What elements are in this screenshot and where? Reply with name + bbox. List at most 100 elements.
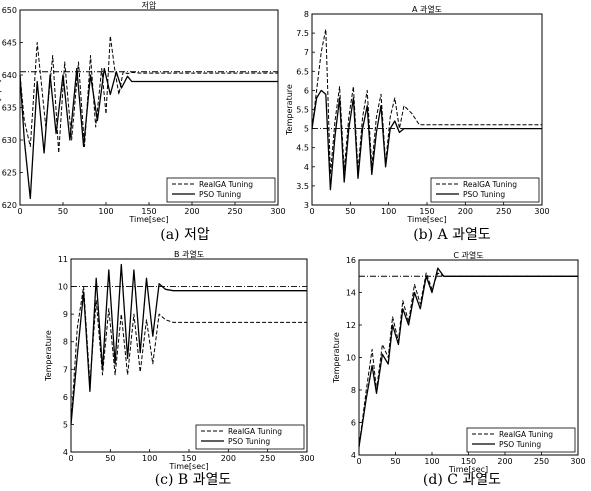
x-axis-label: Time[sec] xyxy=(448,465,488,474)
y-tick-label: 4.5 xyxy=(296,144,309,153)
x-tick-label: 50 xyxy=(58,207,68,216)
x-tick-label: 0 xyxy=(68,454,73,463)
series-line-pso xyxy=(311,89,542,191)
plot-frame xyxy=(311,13,543,206)
x-tick-label: 50 xyxy=(390,457,400,466)
panel-title: C 과열도 xyxy=(453,251,483,260)
y-tick-label: 625 xyxy=(2,169,17,178)
panel-title: A 과열도 xyxy=(412,5,442,14)
y-tick-label: 650 xyxy=(2,6,17,15)
panel-caption: (c) B 과열도 xyxy=(155,472,232,488)
chart-panel-2: 0 50 100 150 200 250 300 3 3.5 4 4.5 5 5.5 6 6.5 7 7.5 8 A… xyxy=(285,5,550,243)
y-tick-label: 620 xyxy=(2,201,17,210)
legend-box xyxy=(166,177,276,203)
x-tick-label: 250 xyxy=(496,207,511,216)
y-tick-label: 6 xyxy=(63,393,68,402)
y-tick-label: 9 xyxy=(63,310,68,319)
series-line-realga xyxy=(311,28,542,175)
x-tick-label: 250 xyxy=(534,457,549,466)
y-tick-label: 6 xyxy=(351,419,356,428)
chart-panel-3: 0 50 100 150 200 250 300 4 5 6 7 8 9 10 11 B 과열도 Time[se… xyxy=(44,250,315,488)
y-tick-label: 8 xyxy=(304,10,309,19)
x-tick-label: 150 xyxy=(419,207,434,216)
x-tick-label: 150 xyxy=(141,207,156,216)
x-tick-label: 100 xyxy=(98,207,113,216)
x-tick-label: 250 xyxy=(227,207,242,216)
x-tick-label: 150 xyxy=(461,457,476,466)
y-tick-label: 8 xyxy=(63,338,68,347)
y-axis-label: Temperature xyxy=(332,332,341,384)
panel-caption: (a) 저압 xyxy=(160,227,210,243)
y-tick-label: 3.5 xyxy=(296,182,309,191)
legend-label: RealGA Tuning xyxy=(499,430,553,439)
y-tick-label: 630 xyxy=(2,136,17,145)
legend-label: RealGA Tuning xyxy=(199,180,253,189)
y-tick-label: 6 xyxy=(304,86,309,95)
y-tick-label: 5.5 xyxy=(296,106,309,115)
panel-caption: (b) A 과열도 xyxy=(413,227,491,243)
x-axis-label: Time[sec] xyxy=(168,462,208,471)
x-tick-label: 50 xyxy=(105,454,115,463)
y-tick-label: 4 xyxy=(351,451,356,460)
y-tick-label: 640 xyxy=(2,71,17,80)
legend-label: RealGA Tuning xyxy=(463,180,517,189)
series-line-pso xyxy=(19,67,278,200)
y-tick-label: 5 xyxy=(304,125,309,134)
y-axis-label: Pressure[Kpa] xyxy=(0,80,2,136)
x-tick-label: 0 xyxy=(356,457,361,466)
legend-label: PSO Tuning xyxy=(499,440,541,449)
panel-title: B 과열도 xyxy=(174,250,204,259)
x-tick-label: 300 xyxy=(299,454,314,463)
panel-title: 저압 xyxy=(142,1,157,10)
x-tick-label: 200 xyxy=(497,457,512,466)
legend-box xyxy=(466,427,576,453)
legend-label: PSO Tuning xyxy=(463,190,505,199)
x-tick-label: 150 xyxy=(181,454,196,463)
y-tick-label: 8 xyxy=(351,386,356,395)
y-tick-label: 6.5 xyxy=(296,67,309,76)
y-tick-label: 16 xyxy=(346,256,356,265)
x-axis-label: Time[sec] xyxy=(406,215,446,224)
panel-caption: (d) C 과열도 xyxy=(423,472,501,488)
chart-panel-4: 0 50 100 150 200 250 300 4 6 8 10 12 14 16 C 과열도 Time[s… xyxy=(332,251,586,488)
x-tick-label: 300 xyxy=(270,207,285,216)
y-tick-label: 4 xyxy=(63,448,68,457)
y-tick-label: 12 xyxy=(346,321,356,330)
x-tick-label: 100 xyxy=(424,457,439,466)
y-axis-label: Temperature xyxy=(44,330,53,382)
y-tick-label: 14 xyxy=(346,289,356,298)
legend-box xyxy=(195,424,305,450)
y-tick-label: 635 xyxy=(2,104,17,113)
x-tick-label: 250 xyxy=(260,454,275,463)
legend-label: PSO Tuning xyxy=(228,437,270,446)
x-tick-label: 0 xyxy=(309,207,314,216)
x-tick-label: 200 xyxy=(458,207,473,216)
plot-frame xyxy=(358,259,579,456)
x-tick-label: 200 xyxy=(221,454,236,463)
y-axis-label: Temperature xyxy=(285,84,294,136)
y-tick-label: 7.5 xyxy=(296,29,309,38)
x-tick-label: 300 xyxy=(534,207,549,216)
y-tick-label: 10 xyxy=(58,283,68,292)
series-line-pso xyxy=(358,267,578,447)
y-tick-label: 3 xyxy=(304,201,309,210)
y-tick-label: 4 xyxy=(304,163,309,172)
y-tick-label: 11 xyxy=(58,255,68,264)
x-tick-label: 100 xyxy=(142,454,157,463)
y-tick-label: 10 xyxy=(346,354,356,363)
series-line-realga xyxy=(70,286,307,425)
legend-label: RealGA Tuning xyxy=(228,427,282,436)
plot-frame xyxy=(70,258,308,453)
x-tick-label: 200 xyxy=(184,207,199,216)
x-tick-label: 50 xyxy=(345,207,355,216)
x-axis-label: Time[sec] xyxy=(128,215,168,224)
legend-box xyxy=(430,177,540,203)
y-tick-label: 645 xyxy=(2,39,17,48)
plot-frame xyxy=(19,9,279,206)
chart-panel-1: 0 50 100 150 200 250 300 620 625 630 635 640 645 650 저… xyxy=(0,1,286,243)
legend-label: PSO Tuning xyxy=(199,190,241,199)
